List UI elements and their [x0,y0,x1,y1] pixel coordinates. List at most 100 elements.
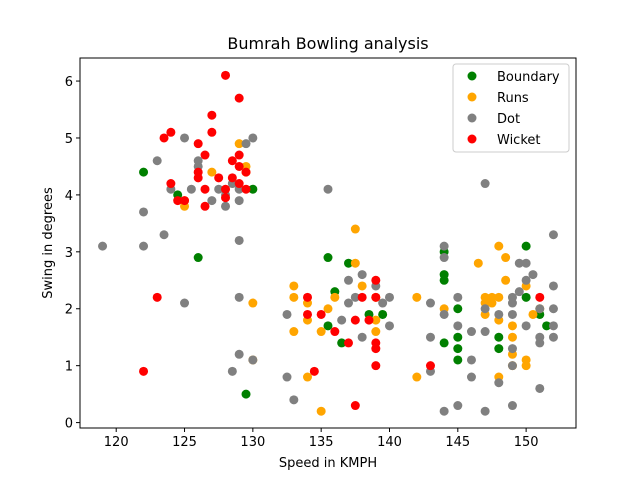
legend-entry-boundary: Boundary [467,70,560,85]
data-point [323,253,333,263]
data-point [234,161,244,171]
data-point [282,372,292,382]
data-point [371,275,381,285]
y-tick-label: 4 [65,189,73,204]
legend-entries: Boundary Runs Dot Wicket [467,70,560,148]
data-point [289,327,299,337]
data-point [507,309,517,319]
points-layer [98,70,558,416]
data-point [357,332,367,342]
data-point [207,167,217,177]
data-point [453,401,463,411]
data-point [193,253,203,263]
data-point [221,193,231,203]
data-point [507,298,517,308]
data-point [378,309,388,319]
y-tick-label: 2 [65,303,73,318]
data-point [200,201,210,211]
data-point [507,361,517,371]
legend-marker [467,71,477,81]
data-point [139,366,149,376]
data-point [521,292,531,302]
data-point [159,133,169,143]
data-point [152,156,162,166]
data-point [453,304,463,314]
data-point [330,327,340,337]
data-point [234,292,244,302]
data-point [507,332,517,342]
data-point [384,292,394,302]
data-point [323,321,333,331]
data-point [480,406,490,416]
data-point [344,258,353,268]
y-axis-ticks: 0 1 2 3 4 5 6 [65,75,80,432]
data-point [139,241,149,251]
data-point [439,406,449,416]
data-point [480,327,490,337]
data-point [371,361,381,371]
legend-entry-wicket: Wicket [467,133,541,148]
data-point [507,401,517,411]
y-tick-label: 5 [65,132,73,147]
data-point [200,184,210,194]
data-point [378,298,388,308]
data-point [521,275,531,285]
data-point [480,179,490,189]
data-point [248,133,258,143]
data-point [323,304,333,314]
data-point [350,224,360,234]
legend: Boundary Runs Dot Wicket [452,63,570,153]
data-point [371,315,381,325]
data-point [453,321,463,331]
data-point [542,321,552,331]
data-point [501,275,511,285]
data-point [507,344,517,354]
data-point [234,139,244,149]
data-point [439,253,449,263]
data-point [535,304,545,314]
data-point [501,253,511,263]
data-point [453,355,463,365]
data-point [494,241,504,251]
y-tick-label: 1 [65,360,73,375]
data-point [453,344,463,354]
data-point [535,292,545,302]
data-point [227,173,237,183]
data-point [303,372,312,382]
x-tick-label: 140 [377,435,402,450]
data-point [425,332,435,342]
data-point [350,292,360,302]
data-point [221,184,231,194]
data-point [166,127,176,137]
data-point [350,258,360,268]
data-point [316,327,326,337]
data-point [289,292,299,302]
data-point [214,184,224,194]
data-point [214,173,224,183]
data-point [207,127,217,137]
data-point [453,332,463,342]
data-point [248,355,258,365]
data-point [139,207,149,217]
data-point [425,361,435,371]
data-point [234,150,244,160]
legend-marker [467,113,477,123]
data-point [248,184,258,194]
y-axis-label: Swing in degrees [41,187,56,299]
data-point [357,292,367,302]
y-tick-label: 3 [65,246,73,261]
data-point [480,304,490,314]
legend-marker [467,134,477,144]
data-point [330,292,340,302]
data-point [528,270,538,280]
data-point [514,287,524,297]
data-point [344,275,353,285]
data-point [180,133,190,143]
data-point [548,304,558,314]
chart-title: Bumrah Bowling analysis [227,34,428,53]
data-point [234,349,244,359]
data-point [439,338,449,348]
data-point [466,372,476,382]
data-point [521,321,531,331]
